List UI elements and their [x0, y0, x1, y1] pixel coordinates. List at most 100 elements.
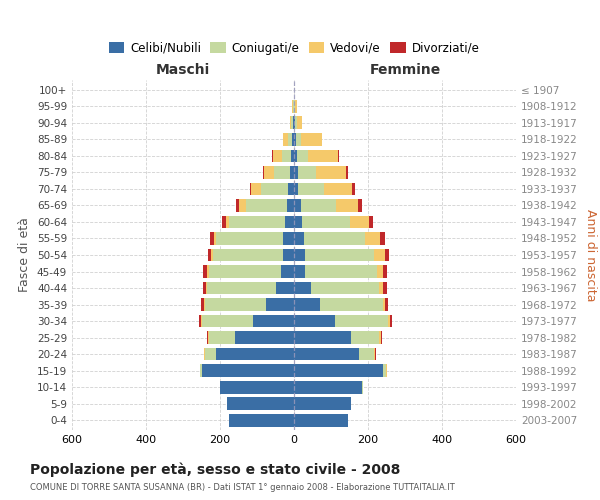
- Bar: [199, 314, 201, 328]
- Bar: [292, 100, 293, 113]
- Bar: [297, 150, 308, 162]
- Bar: [294, 265, 305, 278]
- Bar: [294, 397, 352, 410]
- Bar: [385, 298, 388, 311]
- Bar: [203, 282, 206, 294]
- Bar: [294, 364, 383, 377]
- Bar: [290, 166, 294, 179]
- Bar: [293, 116, 294, 130]
- Bar: [301, 199, 336, 212]
- Bar: [294, 166, 298, 179]
- Bar: [236, 199, 239, 212]
- Bar: [383, 265, 387, 278]
- Bar: [220, 380, 294, 394]
- Bar: [210, 232, 214, 245]
- Bar: [285, 216, 294, 228]
- Bar: [294, 248, 305, 262]
- Bar: [385, 248, 389, 262]
- Bar: [379, 331, 381, 344]
- Bar: [202, 298, 205, 311]
- Bar: [359, 348, 374, 360]
- Bar: [358, 199, 362, 212]
- Bar: [294, 232, 304, 245]
- Bar: [263, 166, 265, 179]
- Bar: [377, 265, 383, 278]
- Bar: [311, 282, 379, 294]
- Bar: [325, 182, 352, 196]
- Bar: [265, 166, 274, 179]
- Bar: [295, 100, 296, 113]
- Bar: [294, 298, 320, 311]
- Bar: [308, 150, 338, 162]
- Bar: [294, 282, 311, 294]
- Bar: [294, 414, 347, 426]
- Bar: [305, 265, 377, 278]
- Text: COMUNE DI TORRE SANTA SUSANNA (BR) - Dati ISTAT 1° gennaio 2008 - Elaborazione T: COMUNE DI TORRE SANTA SUSANNA (BR) - Dat…: [30, 484, 455, 492]
- Bar: [388, 314, 390, 328]
- Bar: [214, 232, 216, 245]
- Bar: [272, 150, 282, 162]
- Bar: [282, 150, 291, 162]
- Bar: [320, 298, 383, 311]
- Bar: [390, 314, 392, 328]
- Bar: [208, 331, 209, 344]
- Bar: [302, 216, 350, 228]
- Bar: [207, 265, 209, 278]
- Bar: [204, 348, 205, 360]
- Bar: [283, 232, 294, 245]
- Bar: [294, 199, 301, 212]
- Bar: [350, 216, 369, 228]
- Bar: [201, 314, 202, 328]
- Y-axis label: Anni di nascita: Anni di nascita: [584, 209, 597, 301]
- Bar: [253, 314, 294, 328]
- Bar: [294, 331, 352, 344]
- Bar: [212, 248, 283, 262]
- Bar: [379, 282, 383, 294]
- Bar: [374, 348, 376, 360]
- Bar: [374, 248, 385, 262]
- Bar: [208, 248, 211, 262]
- Bar: [298, 182, 325, 196]
- Bar: [266, 298, 294, 311]
- Bar: [294, 314, 335, 328]
- Bar: [296, 133, 301, 146]
- Bar: [283, 133, 289, 146]
- Text: Maschi: Maschi: [156, 62, 210, 76]
- Y-axis label: Fasce di età: Fasce di età: [19, 218, 31, 292]
- Bar: [209, 265, 281, 278]
- Bar: [294, 133, 296, 146]
- Bar: [205, 298, 266, 311]
- Bar: [369, 216, 373, 228]
- Bar: [260, 182, 289, 196]
- Bar: [281, 265, 294, 278]
- Bar: [336, 199, 358, 212]
- Bar: [227, 397, 294, 410]
- Bar: [202, 364, 294, 377]
- Bar: [283, 248, 294, 262]
- Bar: [294, 116, 295, 130]
- Bar: [216, 348, 294, 360]
- Bar: [383, 282, 387, 294]
- Bar: [381, 331, 382, 344]
- Bar: [209, 331, 235, 344]
- Bar: [304, 232, 365, 245]
- Bar: [202, 314, 253, 328]
- Bar: [292, 133, 294, 146]
- Bar: [352, 182, 355, 196]
- Bar: [226, 216, 229, 228]
- Bar: [338, 150, 339, 162]
- Bar: [207, 282, 275, 294]
- Bar: [291, 150, 294, 162]
- Bar: [316, 166, 346, 179]
- Bar: [362, 380, 363, 394]
- Bar: [203, 265, 207, 278]
- Bar: [238, 199, 246, 212]
- Bar: [346, 166, 347, 179]
- Bar: [222, 216, 226, 228]
- Bar: [294, 100, 295, 113]
- Bar: [207, 331, 208, 344]
- Bar: [294, 380, 362, 394]
- Bar: [229, 414, 294, 426]
- Bar: [275, 282, 294, 294]
- Bar: [365, 232, 380, 245]
